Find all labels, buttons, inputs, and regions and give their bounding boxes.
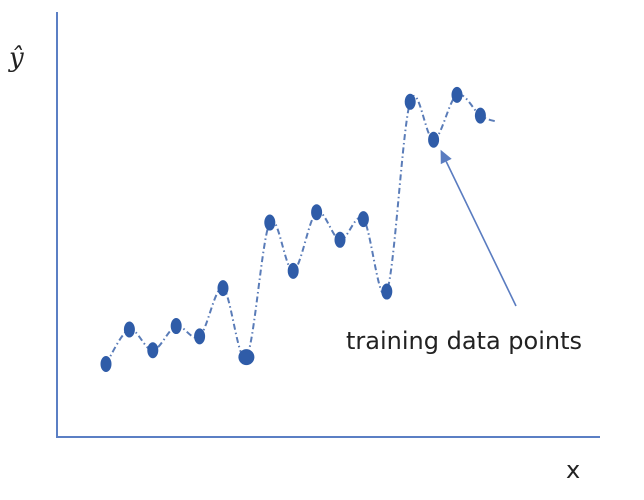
annotation-arrow-head: [440, 149, 452, 165]
data-point: [404, 93, 416, 110]
data-point: [287, 262, 299, 279]
data-point: [357, 211, 369, 228]
x-axis-label: x: [566, 456, 580, 484]
data-point: [451, 86, 463, 103]
y-axis-label: ŷ: [8, 43, 24, 73]
data-point: [381, 283, 393, 300]
data-point: [147, 342, 159, 359]
data-point: [428, 131, 440, 148]
data-point: [334, 231, 346, 248]
data-point: [194, 328, 206, 345]
annotation-arrow-line: [445, 161, 517, 307]
annotation-arrow: [440, 149, 517, 307]
axes: [56, 12, 600, 438]
data-point: [170, 318, 182, 335]
data-point: [474, 107, 486, 124]
data-point: [217, 280, 229, 297]
annotation-label: training data points: [346, 327, 582, 355]
data-point: [238, 349, 255, 366]
data-points: [100, 86, 486, 372]
data-point: [311, 204, 323, 221]
data-point: [264, 214, 276, 231]
data-point: [123, 321, 135, 338]
data-point: [100, 356, 112, 372]
